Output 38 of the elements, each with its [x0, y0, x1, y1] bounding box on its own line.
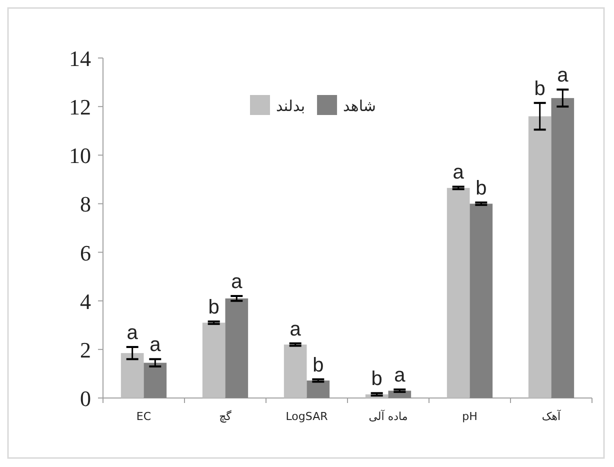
y-tick-label: 8 — [80, 192, 91, 217]
data-label: a — [290, 318, 302, 340]
data-label: a — [557, 64, 570, 87]
bar — [144, 362, 167, 398]
bar — [202, 322, 226, 398]
data-label: a — [126, 322, 139, 344]
bar — [120, 353, 144, 398]
data-label: a — [394, 364, 406, 386]
data-label: a — [452, 162, 465, 184]
bar — [284, 344, 307, 398]
y-tick-label: 10 — [69, 143, 91, 168]
data-label: b — [476, 178, 487, 200]
x-tick-label: EC — [136, 410, 152, 423]
y-tick-label: 6 — [80, 240, 91, 266]
bar — [225, 298, 248, 398]
x-tick-label: گچ — [219, 410, 232, 423]
x-tick-label: آهک — [542, 409, 562, 423]
y-tick-label: 4 — [80, 288, 91, 314]
data-label: b — [534, 78, 546, 100]
data-label: a — [150, 334, 162, 356]
data-label: a — [231, 271, 244, 293]
legend-label: شاهد — [343, 97, 376, 115]
x-tick-label: pH — [462, 410, 478, 423]
bar — [470, 204, 493, 398]
x-tick-label: LogSAR — [286, 410, 328, 423]
bar — [446, 188, 470, 398]
data-label: b — [312, 354, 324, 376]
data-label: b — [208, 296, 220, 318]
x-tick-label: ماده آلی — [368, 409, 408, 423]
y-tick-label: 2 — [80, 337, 91, 362]
bar — [306, 380, 330, 398]
data-label: b — [371, 368, 382, 390]
legend-label: بدلند — [276, 97, 306, 115]
y-tick-label: 14 — [69, 46, 91, 71]
bar — [528, 116, 552, 398]
bar — [551, 98, 574, 398]
y-tick-label: 12 — [69, 94, 91, 120]
y-tick-label: 0 — [80, 386, 91, 411]
